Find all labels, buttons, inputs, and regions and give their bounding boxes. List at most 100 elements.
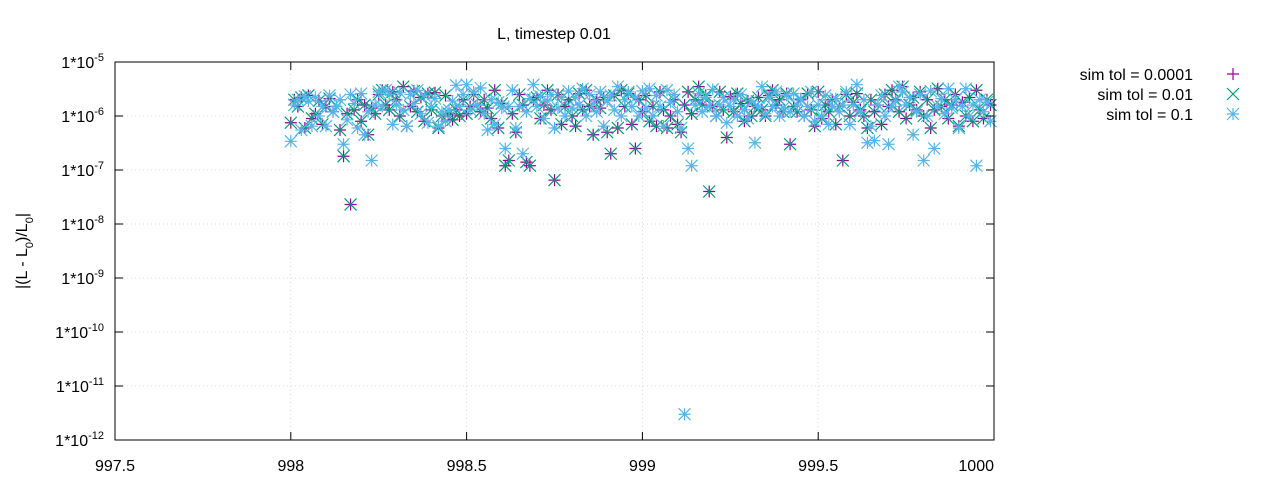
y-tick-label: 1*10-5 [61,52,104,72]
data-point-cross [611,121,625,135]
data-point-star [512,100,526,113]
data-point-star [333,93,347,107]
data-point-star [358,128,372,142]
data-point-cross [977,112,990,125]
data-point-cross [337,149,350,163]
y-tick-label-base: 1*10 [55,325,88,342]
data-point-star [948,93,962,107]
data-point-star [544,88,558,101]
data-point-star [702,100,716,113]
data-point-star [910,105,924,119]
data-point-star [766,100,779,113]
data-point-star [410,83,424,97]
legend-marker-star [1226,107,1240,121]
x-tick-label: 998 [277,458,304,475]
data-point-star [664,95,677,109]
plot-frame [114,61,995,441]
data-point-star [843,117,857,131]
data-point-star [836,98,850,112]
data-point-star [414,107,428,121]
data-point-star [477,107,491,121]
data-point-star [685,159,699,173]
data-point-star [316,100,329,113]
y-tick-label: 1*10-6 [61,106,104,126]
chart-title: L, timestep 0.01 [497,26,611,43]
y-axis-label-subscript: 0 [24,217,36,223]
data-point-star [864,119,878,133]
data-point-star [579,109,593,123]
data-point-star [966,98,980,112]
data-point-star [351,121,365,135]
y-axis-label-part: | [14,213,31,217]
data-point-cross [829,117,843,131]
data-point-cross [340,107,354,121]
y-tick-label-base: 1*10 [61,163,94,180]
data-point-star [565,101,579,115]
data-point-star [709,109,723,123]
data-point-star [502,100,516,113]
data-point-star [699,91,713,104]
data-point-star [453,100,466,113]
data-point-star [882,137,895,151]
data-point-star [372,85,386,99]
data-point-cross [836,154,850,167]
data-point-star [720,116,734,130]
grid-lines [115,62,994,440]
data-point-star [611,80,625,94]
data-point-star [526,78,540,92]
data-point-star [695,105,709,119]
data-point-star [361,105,375,119]
data-point-star [467,85,481,99]
data-point-star [804,85,818,99]
legend-label-tol-0.1: sim tol = 0.1 [1106,107,1193,124]
data-point-cross [284,116,298,130]
y-tick-label-exponent: -6 [94,106,104,118]
data-point-star [537,112,551,125]
data-point-cross [569,119,583,133]
data-point-star [621,85,635,99]
data-point-star [590,105,604,119]
data-point-star [337,137,350,151]
data-point-star [853,105,867,119]
data-point-star [850,78,864,92]
data-point-star [298,90,312,103]
data-point-star [326,105,340,119]
data-point-star [924,84,938,98]
x-tick-label: 999 [629,458,656,475]
data-point-cross [477,93,491,107]
legend-marker-cross-icon [1226,87,1240,101]
data-point-star [787,87,801,101]
legend-marker-plus-icon [1227,68,1239,80]
data-point-star [889,94,902,108]
data-point-star [407,97,421,110]
data-point-star [344,88,357,101]
data-point-star [618,93,632,107]
data-point-cross [586,128,600,142]
data-point-star [825,100,839,113]
x-tick-label: 999.5 [798,458,838,475]
data-point-star [706,83,720,96]
data-point-star [927,142,941,155]
data-point-star [832,105,846,119]
data-point-star [688,98,702,112]
data-point-star [973,93,987,107]
data-point-cross [924,121,938,135]
data-point-cross [650,119,663,133]
data-point-star [650,89,663,102]
data-point-star [727,93,741,107]
data-point-star [340,113,354,127]
y-tick-label-exponent: -5 [94,52,104,64]
data-point-star [938,107,952,121]
data-point-cross [625,117,639,131]
data-point-star [741,112,755,125]
data-point-cross [344,198,357,211]
data-point-cross [850,87,864,101]
x-tick-label: 998.5 [447,458,487,475]
data-point-star [393,86,407,100]
data-point-star [481,123,495,137]
data-point-star [425,100,438,113]
data-point-star [435,105,449,119]
data-point-star [959,82,973,96]
data-point-star [442,103,456,117]
